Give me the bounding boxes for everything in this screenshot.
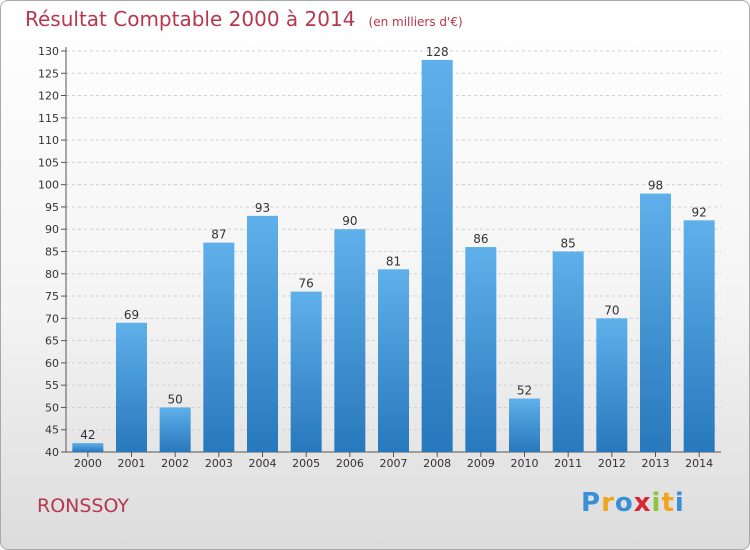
bar-2006 — [334, 229, 366, 452]
value-label-2007: 81 — [386, 254, 401, 268]
x-tick-label-2000: 2000 — [74, 457, 102, 470]
value-label-2006: 90 — [342, 214, 357, 228]
bars — [72, 59, 715, 453]
bar-2001 — [116, 322, 147, 452]
logo-letter: P — [581, 488, 602, 518]
value-label-2001: 69 — [124, 308, 139, 322]
value-label-2009: 86 — [473, 232, 488, 246]
x-tick-label-2001: 2001 — [118, 457, 146, 470]
x-tick-label-2009: 2009 — [467, 457, 495, 470]
bar-2008 — [421, 59, 453, 453]
x-tick-label-2013: 2013 — [642, 457, 670, 470]
y-tick-label: 50 — [45, 401, 59, 414]
bar-2014 — [683, 220, 715, 452]
proxiti-logo: Proxiti — [581, 488, 685, 518]
value-label-2013: 98 — [648, 179, 663, 193]
value-label-2005: 76 — [299, 277, 314, 291]
x-tick-label-2002: 2002 — [161, 457, 189, 470]
bar-2007 — [378, 269, 409, 452]
x-tick-label-2003: 2003 — [205, 457, 233, 470]
value-label-2000: 42 — [80, 428, 95, 442]
x-tick-label-2007: 2007 — [380, 457, 408, 470]
y-tick-label: 80 — [45, 268, 59, 281]
labels: 40 45 50 55 60 65 70 75 80 85 90 95 100 105 110 115 120 1… — [38, 45, 713, 470]
y-tick-label: 115 — [38, 112, 59, 125]
bar-2010 — [509, 398, 540, 452]
y-tick-label: 125 — [38, 67, 59, 80]
bar-2012 — [596, 318, 628, 452]
bar-2011 — [552, 251, 584, 452]
x-tick-label-2004: 2004 — [249, 457, 277, 470]
bar-2013 — [640, 193, 671, 453]
y-tick-label: 40 — [45, 446, 59, 459]
y-tick-label: 60 — [45, 357, 59, 370]
value-label-2011: 85 — [561, 237, 576, 251]
logo-letter: i — [674, 488, 685, 518]
bar-2002 — [159, 407, 191, 452]
y-tick-label: 85 — [45, 246, 59, 259]
x-tick-label-2008: 2008 — [423, 457, 451, 470]
y-tick-label: 100 — [38, 179, 59, 192]
value-label-2008: 128 — [426, 45, 449, 59]
logo-letter: o — [614, 488, 634, 518]
y-tick-label: 45 — [45, 424, 59, 437]
y-tick-label: 90 — [45, 223, 59, 236]
commune-name: RONSSOY — [37, 495, 130, 517]
y-tick-label: 105 — [38, 156, 59, 169]
x-tick-label-2012: 2012 — [598, 457, 626, 470]
y-tick-label: 110 — [38, 134, 59, 147]
chart-title-main: Résultat Comptable 2000 à 2014 — [25, 7, 356, 31]
x-tick-label-2011: 2011 — [554, 457, 582, 470]
bar-2003 — [203, 242, 235, 452]
logo-letter: i — [651, 488, 662, 518]
y-tick-label: 70 — [45, 312, 59, 325]
chart-title-unit: (en milliers d'€) — [368, 15, 463, 29]
y-tick-label: 75 — [45, 290, 59, 303]
bar-2009 — [465, 247, 497, 452]
value-label-2012: 70 — [604, 303, 619, 317]
x-tick-label-2005: 2005 — [292, 457, 320, 470]
value-label-2010: 52 — [517, 384, 532, 398]
bar-2000 — [72, 443, 104, 452]
value-label-2002: 50 — [168, 392, 183, 406]
logo-letter: t — [661, 488, 675, 518]
chart-title: Résultat Comptable 2000 à 2014 (en milli… — [25, 7, 463, 31]
y-tick-label: 55 — [45, 379, 59, 392]
value-label-2003: 87 — [211, 228, 226, 242]
bar-2005 — [290, 291, 322, 452]
logo-letter: x — [633, 488, 652, 518]
x-tick-label-2006: 2006 — [336, 457, 364, 470]
y-tick-label: 95 — [45, 201, 59, 214]
y-tick-label: 65 — [45, 335, 59, 348]
logo-letter: r — [601, 488, 615, 518]
value-label-2014: 92 — [692, 205, 707, 219]
x-tick-label-2014: 2014 — [685, 457, 713, 470]
bar-2004 — [247, 215, 278, 452]
y-tick-label: 120 — [38, 90, 59, 103]
value-label-2004: 93 — [255, 201, 270, 215]
x-tick-label-2010: 2010 — [511, 457, 539, 470]
y-tick-label: 130 — [38, 45, 59, 58]
